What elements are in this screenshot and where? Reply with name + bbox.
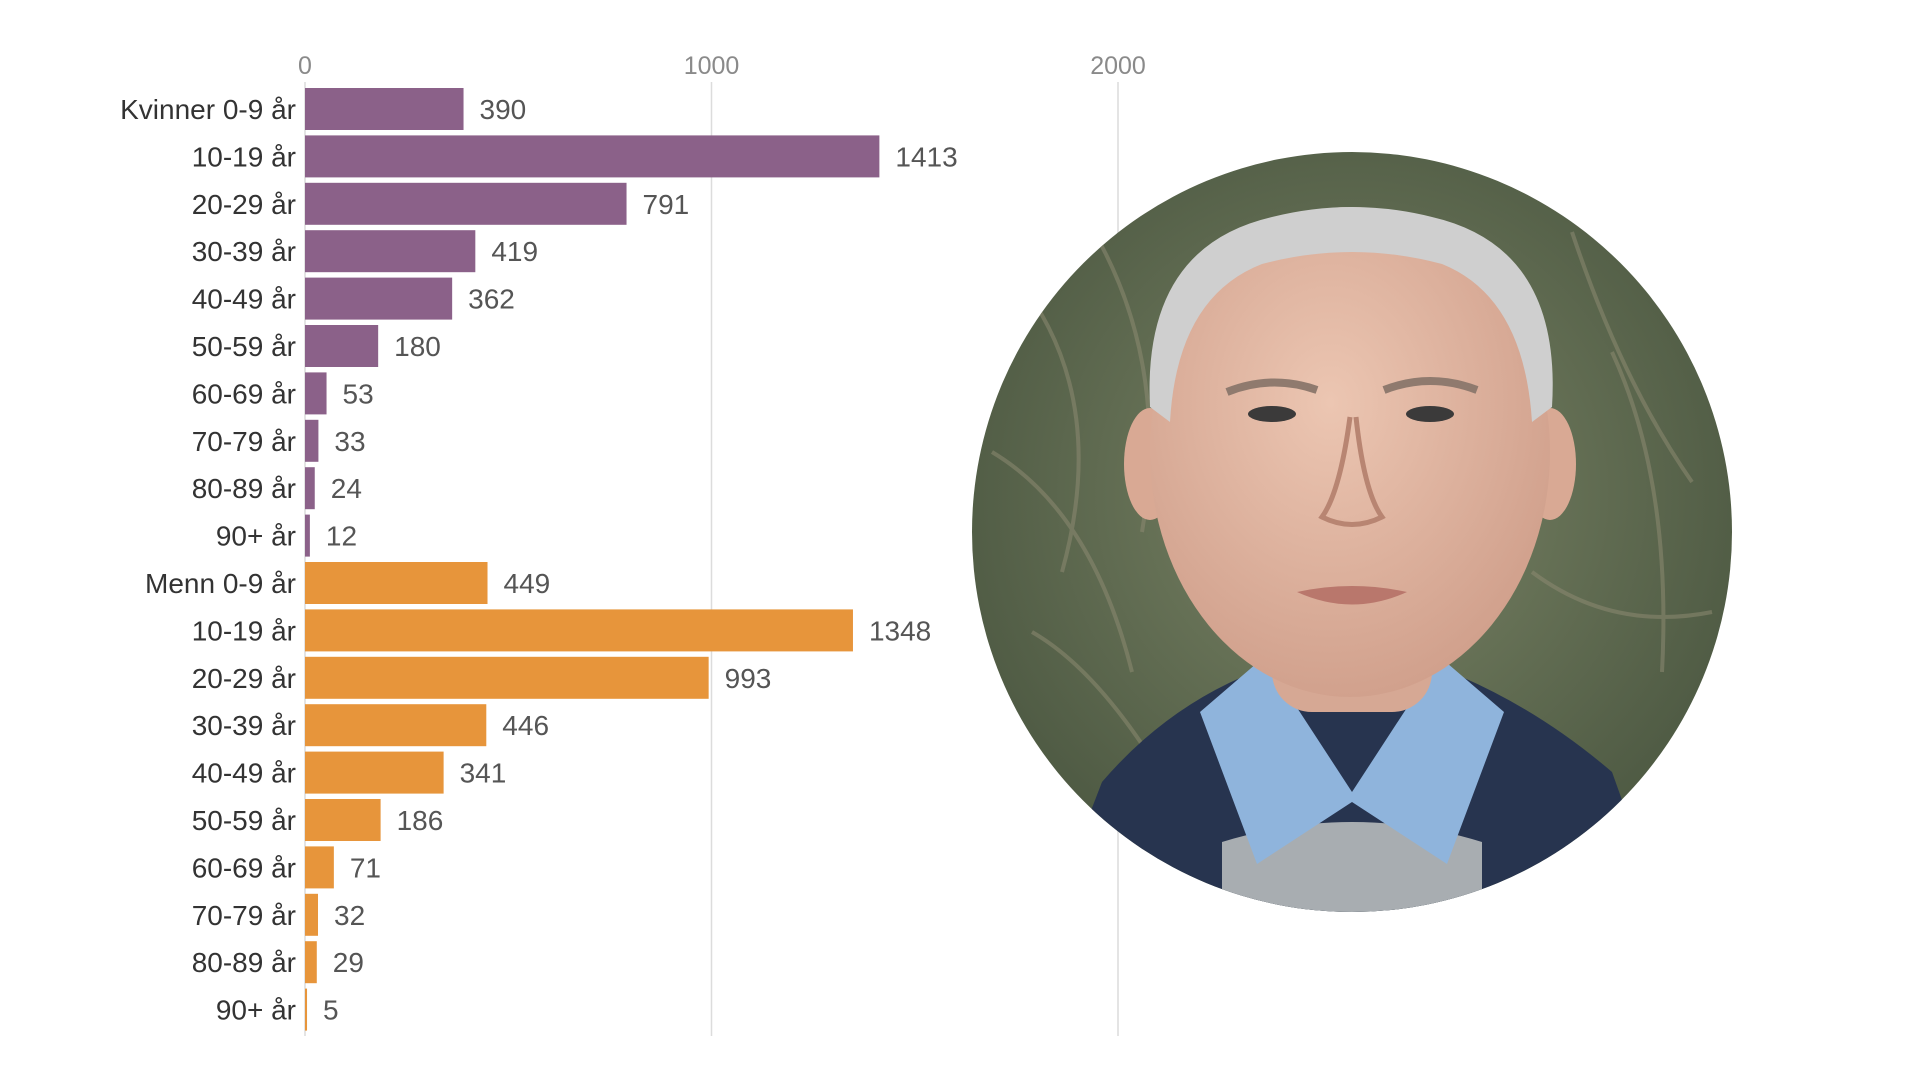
category-label: 60-69 år <box>192 378 296 409</box>
portrait-photo <box>972 152 1732 912</box>
bar <box>305 751 444 794</box>
bars <box>305 88 880 1031</box>
face <box>1150 207 1550 697</box>
value-label: 71 <box>350 852 381 883</box>
value-label: 5 <box>323 995 339 1026</box>
bar <box>305 799 381 841</box>
category-label: 10-19 år <box>192 141 296 172</box>
left-brow <box>1225 378 1319 396</box>
category-label: 70-79 år <box>192 426 296 457</box>
x-tick-label: 1000 <box>684 52 740 80</box>
value-label: 390 <box>480 94 527 125</box>
bar <box>305 182 627 225</box>
category-label: 90+ år <box>216 521 296 552</box>
bar <box>305 230 476 273</box>
bar <box>305 419 319 462</box>
category-label: 80-89 år <box>192 473 296 504</box>
category-label: 10-19 år <box>192 615 296 646</box>
nose <box>1318 416 1386 527</box>
bar <box>305 846 334 889</box>
bar <box>305 893 319 936</box>
value-label: 32 <box>334 900 365 931</box>
bar-chart: 0 1000 2000 Kvinner 0-9 år 10-19 år 20-29 år… <box>120 52 1146 1036</box>
value-label: 186 <box>397 805 444 836</box>
value-label: 449 <box>504 568 551 599</box>
category-label: 70-79 år <box>192 900 296 931</box>
x-tick-label: 0 <box>298 52 312 80</box>
category-label: Kvinner 0-9 år <box>120 94 296 125</box>
bar <box>305 609 853 652</box>
bar <box>305 562 488 604</box>
category-label: 60-69 år <box>192 852 296 883</box>
category-label: 30-39 år <box>192 710 296 741</box>
category-label: 30-39 år <box>192 236 296 267</box>
value-label: 33 <box>334 426 365 457</box>
x-tick-label: 2000 <box>1090 52 1146 80</box>
category-label: 20-29 år <box>192 663 296 694</box>
value-label: 180 <box>394 331 441 362</box>
bar <box>305 135 880 178</box>
value-label: 791 <box>643 189 690 220</box>
right-brow <box>1382 377 1479 394</box>
value-label: 29 <box>333 947 364 978</box>
bar <box>305 988 308 1031</box>
category-label: 50-59 år <box>192 805 296 836</box>
value-label: 1348 <box>869 615 931 646</box>
bar <box>305 325 379 367</box>
value-label: 53 <box>343 378 374 409</box>
category-label: 20-29 år <box>192 189 296 220</box>
value-label: 1413 <box>895 141 957 172</box>
value-label: 12 <box>326 521 357 552</box>
category-labels: Kvinner 0-9 år 10-19 år 20-29 år 30-39 år 40… <box>120 94 296 1026</box>
value-label: 341 <box>460 758 507 789</box>
x-axis-ticks: 0 1000 2000 <box>298 52 1146 80</box>
bar <box>305 372 327 415</box>
bar <box>305 514 310 557</box>
category-label: 50-59 år <box>192 331 296 362</box>
value-label: 446 <box>502 710 549 741</box>
bar <box>305 277 453 320</box>
shirt-collar <box>1200 657 1504 864</box>
category-label: 80-89 år <box>192 947 296 978</box>
left-eye <box>1248 406 1296 422</box>
value-label: 24 <box>331 473 362 504</box>
bar <box>305 704 487 747</box>
category-label: 40-49 år <box>192 758 296 789</box>
hair <box>1149 207 1553 422</box>
value-label: 362 <box>468 284 515 315</box>
value-label: 993 <box>725 663 772 694</box>
category-label: Menn 0-9 år <box>145 568 296 599</box>
category-label: 90+ år <box>216 995 296 1026</box>
value-labels: 390 1413 791 419 362 180 53 33 24 12 449 1348 993 446… <box>323 94 958 1026</box>
category-label: 40-49 år <box>192 284 296 315</box>
right-eye <box>1406 406 1454 422</box>
sweater <box>1222 822 1482 912</box>
bar <box>305 467 315 510</box>
value-label: 419 <box>491 236 538 267</box>
mouth <box>1297 586 1407 605</box>
bar <box>305 941 317 984</box>
bar <box>305 88 464 130</box>
bar <box>305 656 709 699</box>
